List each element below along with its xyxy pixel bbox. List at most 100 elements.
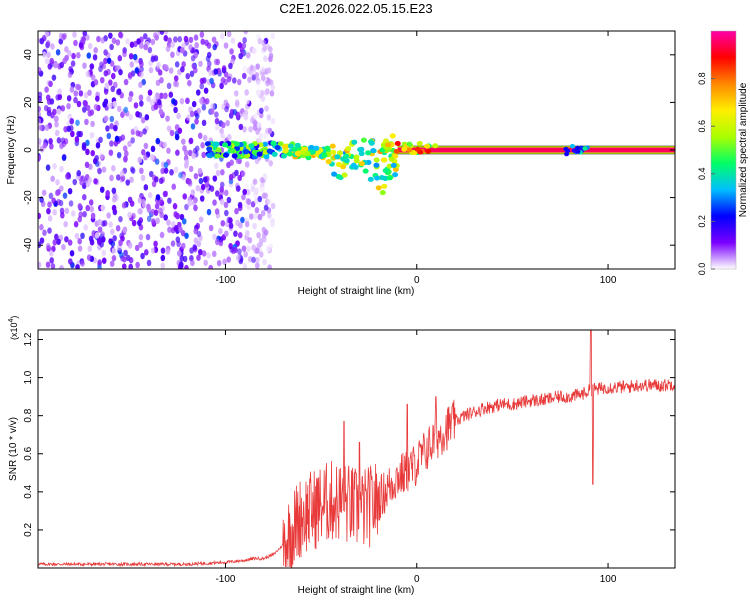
heatmap-cell <box>268 55 273 63</box>
heatmap-cell <box>167 197 172 204</box>
heatmap-cell <box>151 180 157 188</box>
heatmap-cell <box>425 148 432 154</box>
heatmap-cell <box>270 202 276 210</box>
heatmap-cell <box>389 133 396 139</box>
heatmap-cell <box>173 75 179 82</box>
heatmap-cell <box>245 189 251 196</box>
heatmap-cell <box>203 87 209 94</box>
heatmap-cell <box>114 64 120 72</box>
top-x-ticks: -100 0 100 <box>215 31 617 286</box>
heatmap-cell <box>156 61 161 69</box>
heatmap-cell <box>149 99 155 106</box>
heatmap-cell <box>112 100 118 108</box>
heatmap-cell <box>254 72 260 79</box>
heatmap-cell <box>335 161 342 167</box>
heatmap-cell <box>267 264 272 269</box>
heatmap-cell <box>267 127 273 135</box>
heatmap-cell <box>80 260 85 267</box>
heatmap-cell <box>388 156 395 162</box>
heatmap-cell <box>166 219 171 226</box>
heatmap-cell <box>78 42 84 49</box>
heatmap-cell <box>153 240 158 248</box>
heatmap-cell <box>270 140 277 146</box>
heatmap-cell <box>237 42 243 49</box>
heatmap-cell <box>80 232 85 240</box>
top-xtick-label: 0 <box>414 275 420 286</box>
heatmap-cell <box>129 41 135 48</box>
heatmap-cell <box>83 92 89 99</box>
heatmap-cell <box>264 105 269 112</box>
heatmap-cell <box>262 173 268 180</box>
heatmap-cell <box>140 174 146 182</box>
heatmap-cell <box>135 130 141 137</box>
heatmap-cell <box>368 140 375 146</box>
heatmap-cell <box>179 255 185 262</box>
heatmap-cell <box>305 155 312 161</box>
heatmap-cell <box>255 257 260 264</box>
heatmap-cell <box>241 245 247 252</box>
heatmap-cell <box>97 264 102 269</box>
heatmap-cell <box>263 204 269 211</box>
heatmap-cell <box>70 60 76 67</box>
heatmap-cell <box>194 118 199 125</box>
heatmap-cell <box>373 157 380 163</box>
heatmap-cell <box>231 77 237 84</box>
heatmap-cell <box>137 112 143 119</box>
heatmap-cell <box>260 74 266 82</box>
heatmap-cell <box>358 150 365 157</box>
heatmap-cell <box>56 108 62 115</box>
heatmap-cell <box>219 186 224 193</box>
heatmap-cell <box>235 157 241 164</box>
heatmap-cell <box>321 152 328 158</box>
heatmap-cell <box>92 54 98 61</box>
heatmap-cell <box>254 157 260 165</box>
heatmap-cell <box>353 154 360 160</box>
heatmap-cell <box>117 54 123 62</box>
heatmap-cell <box>87 245 93 252</box>
heatmap-cell <box>270 117 276 125</box>
heatmap-cell <box>266 198 272 205</box>
heatmap-cell <box>185 73 191 80</box>
heatmap-cell <box>406 147 413 153</box>
heatmap-cell <box>370 147 377 154</box>
heatmap-cell <box>134 67 140 74</box>
heatmap-cell <box>159 31 165 35</box>
heatmap-cell <box>178 260 184 268</box>
heatmap-cell <box>208 224 214 232</box>
heatmap-cell <box>265 80 270 87</box>
heatmap-cell <box>394 140 401 146</box>
heatmap-cell <box>112 196 117 203</box>
heatmap-cell <box>128 113 133 121</box>
heatmap-cell <box>172 203 178 210</box>
heatmap-cell <box>93 103 99 111</box>
heatmap-cell <box>252 222 257 230</box>
heatmap-cell <box>214 111 219 118</box>
heatmap-cell <box>138 81 143 88</box>
heatmap-cell <box>263 192 269 199</box>
figure-title: C2E1.2026.022.05.15.E23 <box>279 1 432 16</box>
heatmap-cell <box>184 203 189 211</box>
heatmap-cell <box>255 63 260 70</box>
heatmap-cell <box>85 180 91 188</box>
heatmap-cell <box>260 186 265 193</box>
heatmap-cell <box>114 135 120 142</box>
heatmap-cell <box>73 90 79 97</box>
heatmap-cell <box>179 97 185 105</box>
heatmap-cell <box>139 71 144 78</box>
heatmap-cell <box>111 165 116 172</box>
heatmap-cell <box>87 110 93 117</box>
heatmap-cell <box>85 204 91 212</box>
heatmap-cell <box>127 95 133 103</box>
heatmap-cell <box>231 153 238 159</box>
heatmap-cell <box>135 261 140 269</box>
heatmap-cell <box>188 137 194 145</box>
heatmap-cell <box>242 65 248 73</box>
heatmap-cell <box>86 254 92 261</box>
heatmap-cell <box>358 160 365 167</box>
heatmap-cell <box>205 55 211 62</box>
heatmap-cell <box>227 133 232 141</box>
heatmap-cell <box>256 151 263 157</box>
heatmap-cell <box>68 258 73 265</box>
heatmap-cell <box>220 121 226 129</box>
heatmap-cell <box>235 219 240 227</box>
